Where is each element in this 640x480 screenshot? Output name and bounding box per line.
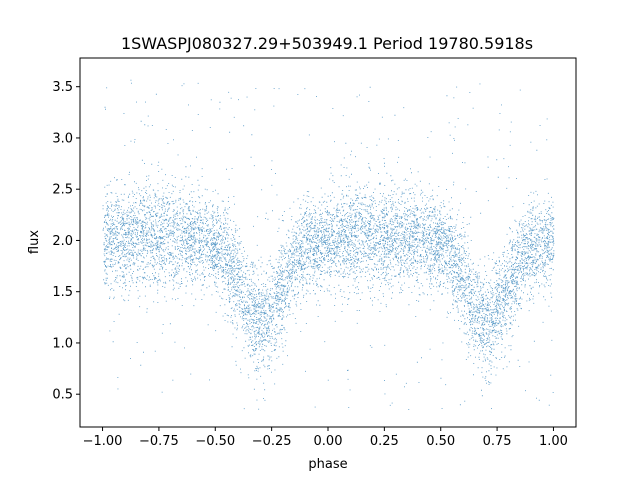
x-tick-label: 0.00 [314, 434, 343, 449]
x-tick-label: 0.75 [483, 434, 512, 449]
x-tick-label: −0.50 [195, 434, 235, 449]
x-tick-label: 0.25 [370, 434, 399, 449]
x-axis-label: phase [308, 457, 347, 472]
x-tick-label: −1.00 [83, 434, 123, 449]
data-points [102, 79, 555, 410]
x-tick-label: −0.75 [139, 434, 179, 449]
y-tick-label: 1.5 [52, 285, 73, 300]
x-tick-label: −0.25 [252, 434, 292, 449]
y-axis-label: flux [27, 230, 42, 254]
y-tick-label: 2.5 [52, 183, 73, 198]
plot-frame [79, 57, 577, 428]
y-tick-label: 0.5 [52, 388, 73, 403]
y-tick-label: 1.0 [52, 336, 73, 351]
y-tick-label: 3.5 [52, 80, 73, 95]
y-tick-label: 2.0 [52, 234, 73, 249]
x-tick-label: 0.50 [426, 434, 455, 449]
x-tick-label: 1.00 [539, 434, 568, 449]
chart-title: 1SWASPJ080327.29+503949.1 Period 19780.5… [121, 34, 533, 53]
x-axis-ticks: −1.00 −0.75 −0.50 −0.25 0.00 0.25 0.50 0.75 1.00 [83, 427, 568, 449]
scatter-points [102, 79, 555, 410]
y-tick-label: 3.0 [52, 131, 73, 146]
y-axis-ticks: 0.5 1.0 1.5 2.0 2.5 3.0 3.5 [52, 80, 80, 403]
